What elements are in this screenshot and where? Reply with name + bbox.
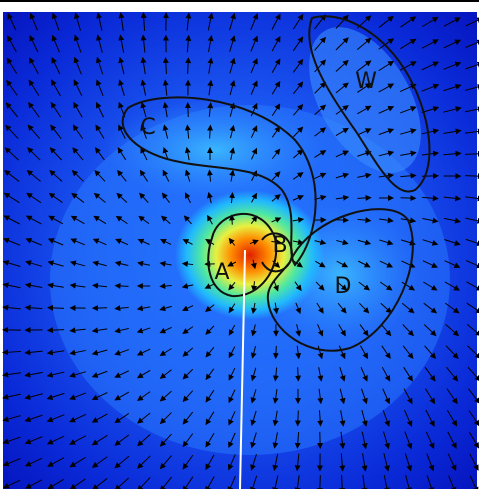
label-b: B: [272, 233, 287, 258]
label-c: C: [140, 115, 155, 140]
vector-arrow: [276, 346, 277, 358]
vector-arrow: [465, 176, 479, 177]
label-w: W: [355, 69, 377, 94]
vector-arrow: [188, 103, 189, 117]
label-a: A: [214, 260, 229, 285]
vector-arrow: [298, 410, 299, 425]
glow-c: [105, 100, 325, 200]
vector-arrow: [401, 198, 416, 199]
simulation-figure: A B C D W: [0, 0, 479, 489]
label-d: D: [335, 274, 352, 299]
vector-arrow: [336, 220, 348, 221]
